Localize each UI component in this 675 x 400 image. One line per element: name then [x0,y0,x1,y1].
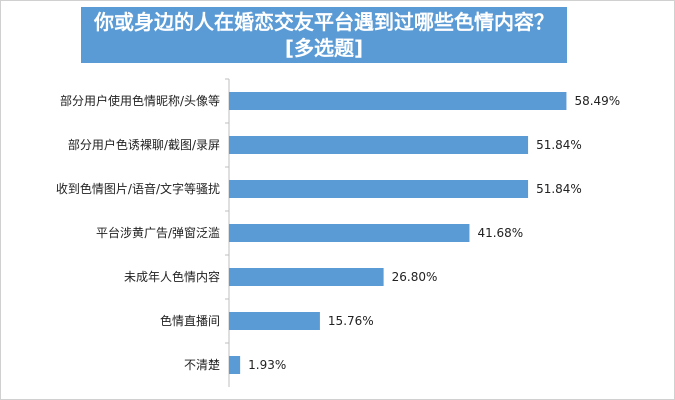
value-label: 41.68% [477,226,523,240]
category-label: 平台涉黄广告/弹窗泛滥 [96,225,220,240]
value-label: 15.76% [328,314,374,328]
value-label: 51.84% [536,182,582,196]
bar [229,224,470,242]
chart-subtitle: [多选题] [284,36,364,60]
category-label: 未成年人色情内容 [124,269,220,284]
value-label: 58.49% [574,94,620,108]
value-label: 51.84% [536,138,582,152]
category-label: 不清楚 [184,358,220,372]
chart-title: 你或身边的人在婚恋交友平台遇到过哪些色情内容？ [94,10,554,34]
chart-title-box: 你或身边的人在婚恋交友平台遇到过哪些色情内容？ [多选题] [81,7,567,63]
value-label: 1.93% [248,358,286,372]
bar [229,180,529,198]
bar [229,136,529,154]
bar [229,356,241,374]
category-label: 色情直播间 [160,314,220,328]
bar [229,312,320,330]
category-label: 部分用户色诱裸聊/截图/录屏 [68,137,220,152]
bar [229,268,384,286]
category-label: 收到色情图片/语音/文字等骚扰 [56,181,220,196]
value-label: 26.80% [392,270,438,284]
category-label: 部分用户使用色情昵称/头像等 [60,93,220,108]
bar [229,92,567,110]
